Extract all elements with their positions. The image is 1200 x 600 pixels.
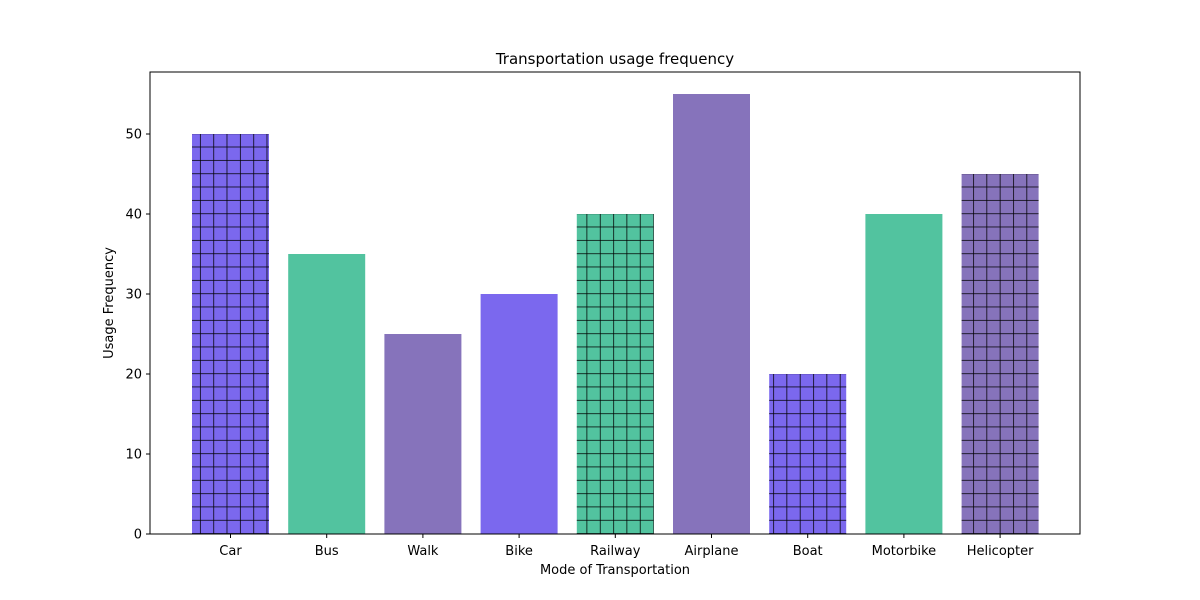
y-tick-label-40: 40 bbox=[125, 208, 142, 223]
bars-layer bbox=[192, 94, 1039, 534]
bar-walk bbox=[384, 334, 462, 534]
y-tick-label-10: 10 bbox=[125, 448, 142, 463]
x-tick-label-bus: Bus bbox=[315, 544, 339, 559]
y-axis-label: Usage Frequency bbox=[102, 247, 117, 359]
bar-hatch-car bbox=[192, 134, 269, 534]
bar-bus bbox=[288, 254, 366, 534]
bar-hatch-helicopter bbox=[961, 174, 1039, 534]
x-tick-label-boat: Boat bbox=[793, 544, 823, 559]
y-tick-label-0: 0 bbox=[134, 528, 142, 543]
bar-airplane bbox=[673, 94, 750, 534]
bar-motorbike bbox=[865, 214, 943, 534]
chart-title: Transportation usage frequency bbox=[495, 50, 734, 68]
x-tick-label-helicopter: Helicopter bbox=[967, 544, 1034, 559]
x-tick-label-airplane: Airplane bbox=[685, 544, 739, 559]
x-tick-label-bike: Bike bbox=[505, 544, 533, 559]
x-tick-label-car: Car bbox=[219, 544, 242, 559]
bar-hatch-railway bbox=[576, 214, 654, 534]
y-tick-label-50: 50 bbox=[125, 128, 142, 143]
y-tick-label-20: 20 bbox=[125, 368, 142, 383]
x-tick-label-motorbike: Motorbike bbox=[872, 544, 937, 559]
y-axis: 0 10 20 30 40 50 bbox=[125, 128, 150, 543]
bar-bike bbox=[480, 294, 558, 534]
x-tick-label-walk: Walk bbox=[407, 544, 439, 559]
x-tick-label-railway: Railway bbox=[590, 544, 641, 559]
x-axis-label: Mode of Transportation bbox=[540, 563, 690, 578]
x-axis: Car Bus Walk Bike Railway Airplane Boat Motorbi… bbox=[219, 534, 1034, 559]
y-tick-label-30: 30 bbox=[125, 288, 142, 303]
bar-hatch-boat bbox=[769, 374, 847, 534]
